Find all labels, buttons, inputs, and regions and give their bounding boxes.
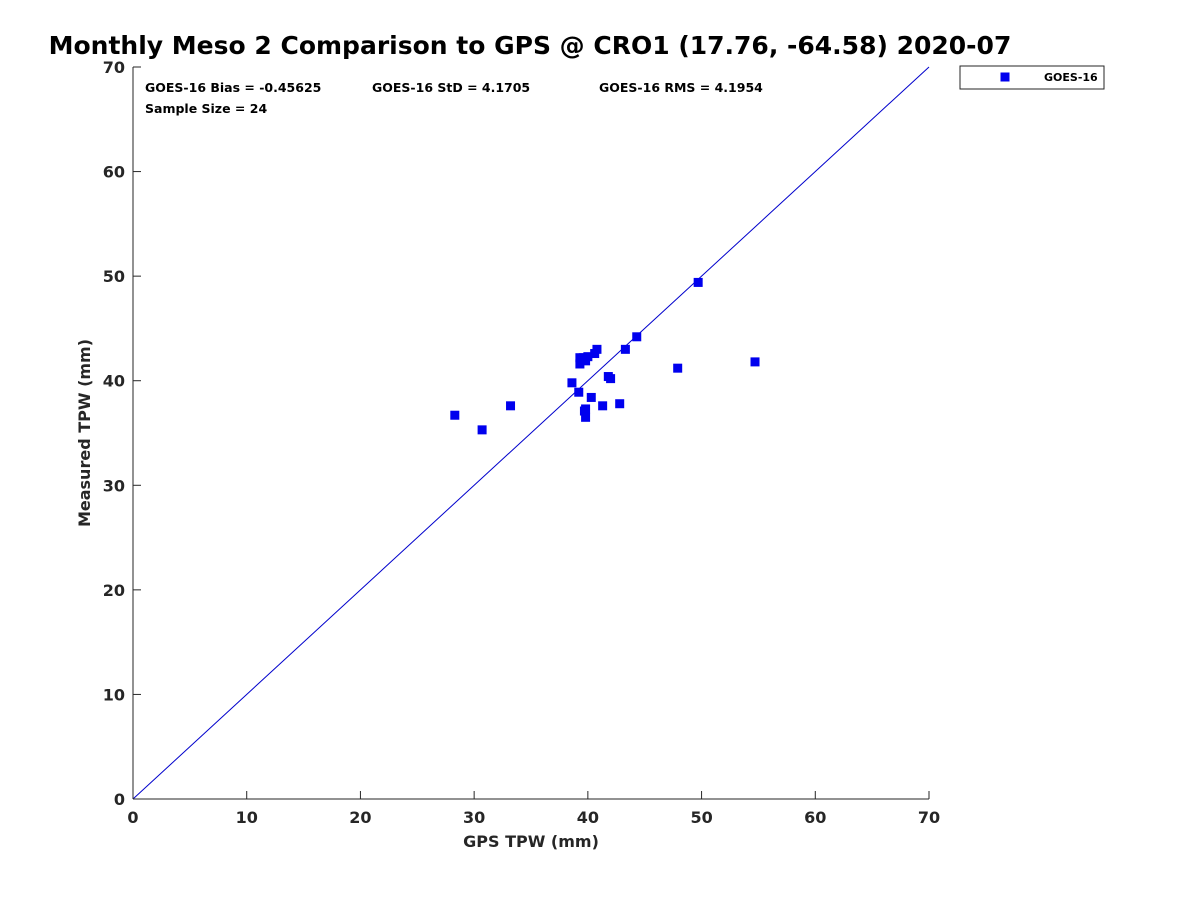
y-tick-label: 10 xyxy=(103,685,125,704)
y-tick-label: 40 xyxy=(103,372,125,391)
data-point xyxy=(586,392,596,402)
data-point xyxy=(581,412,591,422)
y-tick-label: 30 xyxy=(103,476,125,495)
data-point xyxy=(615,399,625,409)
data-point xyxy=(574,387,584,397)
legend-box xyxy=(959,65,1105,90)
data-point xyxy=(567,378,577,388)
data-point xyxy=(693,277,703,287)
data-point xyxy=(581,404,591,414)
y-tick-label: 0 xyxy=(114,790,125,809)
data-point xyxy=(606,374,616,384)
x-tick-label: 60 xyxy=(804,808,826,827)
y-tick-label: 70 xyxy=(103,58,125,77)
data-point xyxy=(620,344,630,354)
data-point xyxy=(477,425,487,435)
data-point xyxy=(750,357,760,367)
x-tick-label: 20 xyxy=(349,808,371,827)
y-tick-label: 60 xyxy=(103,163,125,182)
data-point xyxy=(583,352,593,362)
data-point xyxy=(598,401,608,411)
y-tick-label: 20 xyxy=(103,581,125,600)
data-point xyxy=(450,410,460,420)
std-stat: GOES-16 StD = 4.1705 xyxy=(372,80,530,95)
x-tick-label: 30 xyxy=(463,808,485,827)
plot-area xyxy=(132,66,930,800)
x-tick-label: 70 xyxy=(918,808,940,827)
x-axis-ticks: 0 10 20 30 40 50 60 70 xyxy=(127,791,940,827)
x-tick-label: 40 xyxy=(577,808,599,827)
data-points xyxy=(450,277,760,435)
x-tick-label: 10 xyxy=(236,808,258,827)
data-point xyxy=(632,332,642,342)
y-axis-ticks: 0 10 20 30 40 50 60 70 xyxy=(103,58,141,809)
legend-label: GOES-16 xyxy=(1044,71,1098,84)
x-axis-label: GPS TPW (mm) xyxy=(463,832,599,851)
x-tick-label: 50 xyxy=(690,808,712,827)
data-point xyxy=(592,344,602,354)
rms-stat: GOES-16 RMS = 4.1954 xyxy=(599,80,763,95)
legend-marker xyxy=(1000,72,1010,82)
sample-size-stat: Sample Size = 24 xyxy=(145,101,267,116)
y-axis-label: Measured TPW (mm) xyxy=(75,339,94,527)
data-point xyxy=(575,359,585,369)
legend: GOES-16 xyxy=(959,65,1105,90)
x-tick-label: 0 xyxy=(127,808,138,827)
y-tick-label: 50 xyxy=(103,267,125,286)
bias-stat: GOES-16 Bias = -0.45625 xyxy=(145,80,321,95)
one-to-one-line xyxy=(132,66,930,800)
chart-title: Monthly Meso 2 Comparison to GPS @ CRO1 … xyxy=(49,31,1012,60)
data-point xyxy=(506,401,516,411)
data-point xyxy=(673,363,683,373)
